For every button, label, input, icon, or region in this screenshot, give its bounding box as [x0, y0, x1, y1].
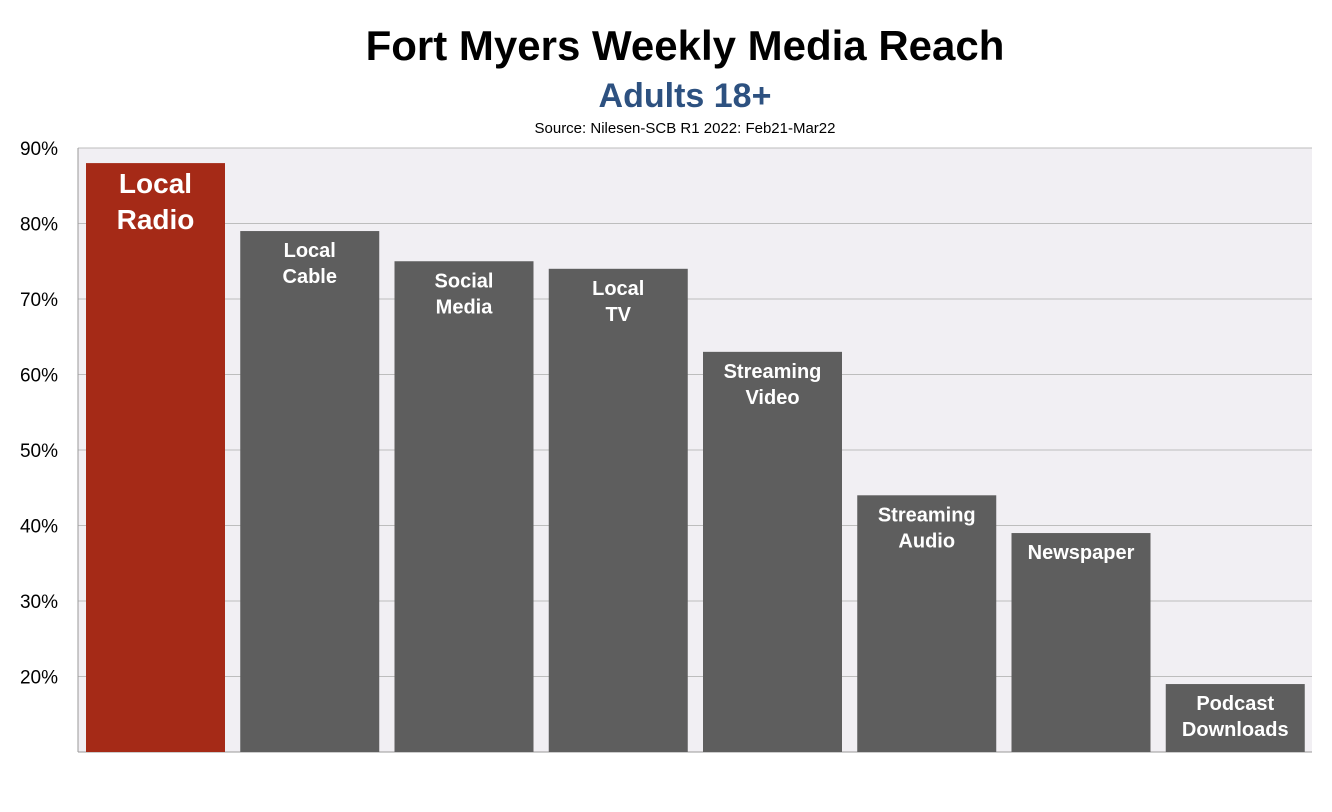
bar-local-tv: [548, 268, 688, 752]
chart-subtitle: Adults 18+: [598, 77, 772, 115]
y-tick-label: 30%: [20, 592, 58, 613]
bar-local-cable: [240, 231, 380, 753]
bar-label: Local Cable: [283, 240, 337, 288]
bar-label: Streaming Video: [724, 361, 822, 409]
bar-label: Local TV: [592, 278, 644, 326]
bar-newspaper: [1011, 533, 1151, 752]
y-tick-label: 70%: [20, 290, 58, 311]
bar-label: Local Radio: [117, 168, 195, 235]
y-tick-label: 40%: [20, 517, 58, 538]
bar-label: Social Media: [435, 270, 494, 318]
y-tick-label: 50%: [20, 441, 58, 462]
bar-streaming-video: [703, 351, 842, 752]
bar-local-radio: [86, 163, 225, 753]
chart-source: Source: Nilesen-SCB R1 2022: Feb21-Mar22: [534, 120, 836, 137]
y-tick-label: 60%: [20, 366, 58, 387]
chart-title: Fort Myers Weekly Media Reach: [365, 22, 1005, 69]
bar-social-media: [394, 261, 534, 752]
bar-label: Podcast Downloads: [1182, 693, 1289, 741]
y-tick-label: 80%: [20, 215, 58, 236]
bar-podcast-downloads: [1165, 684, 1305, 752]
bar-label: Newspaper: [1028, 542, 1135, 564]
y-tick-label: 20%: [20, 668, 58, 689]
y-tick-label: 90%: [20, 139, 58, 160]
bar-streaming-audio: [857, 495, 997, 752]
bar-label: Streaming Audio: [878, 504, 976, 552]
